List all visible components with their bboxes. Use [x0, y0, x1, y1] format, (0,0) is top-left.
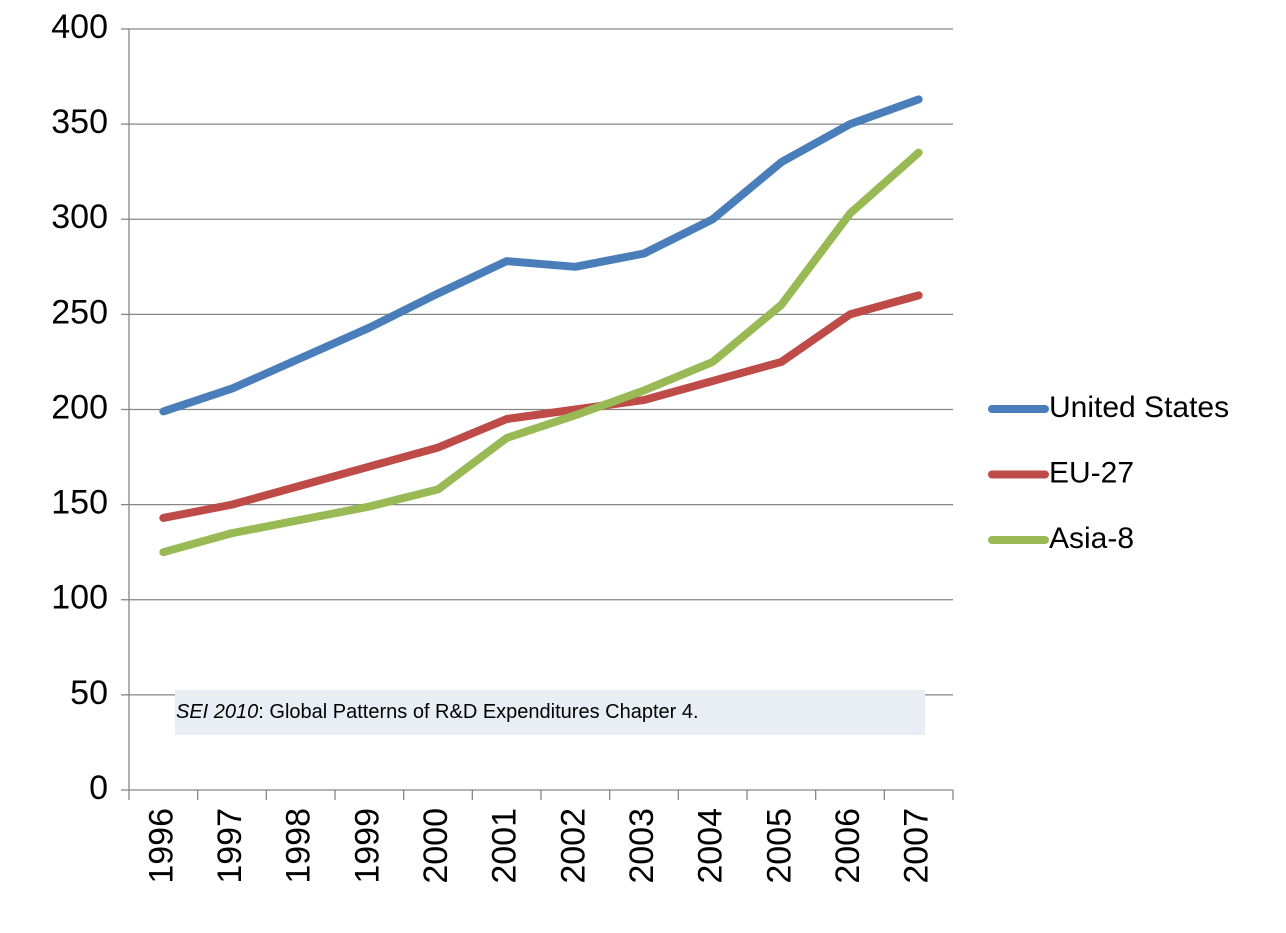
legend-label: EU-27: [1049, 456, 1134, 489]
y-tick-label: 150: [51, 484, 108, 522]
y-tick-label: 0: [89, 769, 108, 807]
annotation-source: SEI 2010: [176, 701, 258, 723]
y-tick-label: 100: [51, 579, 108, 617]
annotation: SEI 2010: Global Patterns of R&D Expendi…: [176, 701, 699, 723]
x-tick-label: 1998: [280, 808, 318, 884]
y-tick-label: 300: [51, 198, 108, 236]
x-tick-label: 2005: [760, 808, 798, 884]
x-tick-label: 2006: [829, 808, 867, 884]
x-tick-label: 2004: [692, 808, 730, 884]
y-tick-label: 400: [51, 8, 108, 46]
series-line: [159, 95, 923, 416]
x-tick-label: 2002: [554, 808, 592, 884]
y-tick-label: 250: [51, 293, 108, 331]
x-tick-label: 2000: [417, 808, 455, 884]
series-line: [159, 148, 923, 557]
x-tick-label: 1999: [348, 808, 386, 884]
annotation-box: [175, 690, 925, 735]
y-tick-label: 350: [51, 103, 108, 141]
x-tick-label: 2003: [623, 808, 661, 884]
legend-label: United States: [1049, 391, 1229, 424]
x-tick-label: 2001: [486, 808, 524, 884]
annotation-text: : Global Patterns of R&D Expenditures Ch…: [258, 701, 698, 723]
x-tick-label: 1996: [142, 808, 180, 884]
x-tick-label: 2007: [898, 808, 936, 884]
series-line: [159, 291, 923, 522]
x-tick-label: 1997: [211, 808, 249, 884]
y-tick-label: 50: [70, 674, 108, 712]
legend-label: Asia-8: [1049, 522, 1134, 555]
y-tick-label: 200: [51, 388, 108, 426]
